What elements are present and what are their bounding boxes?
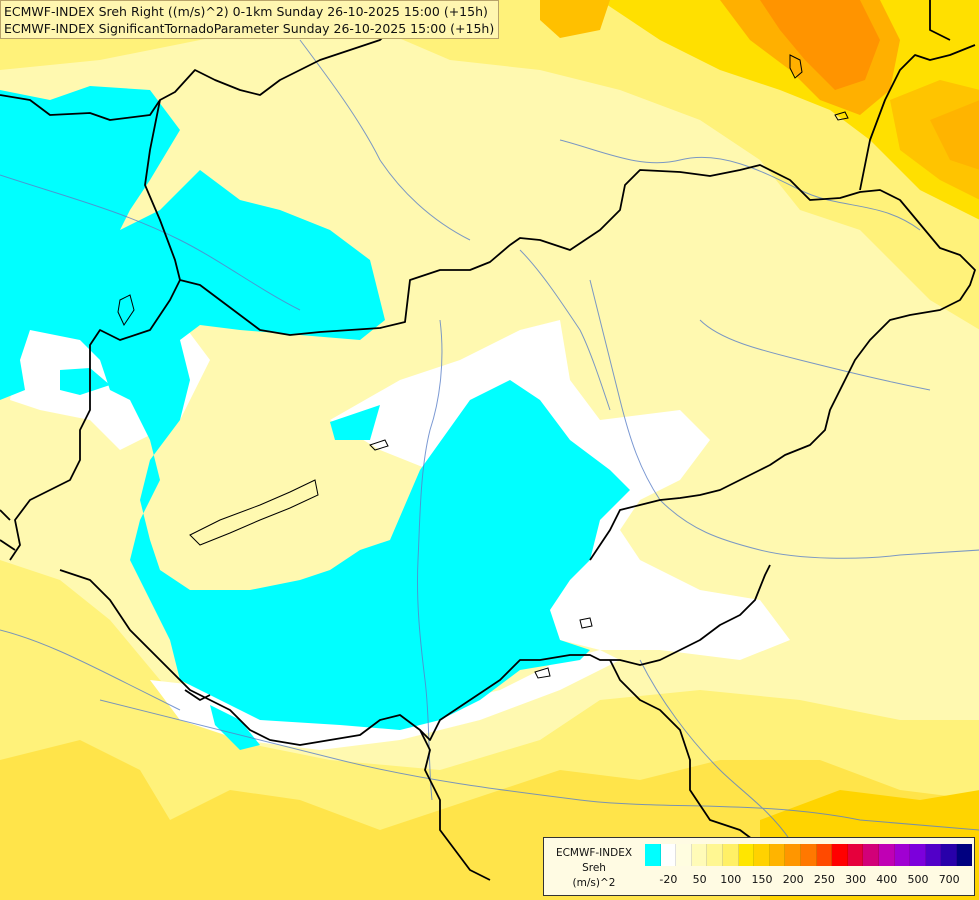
legend-swatches <box>645 844 973 866</box>
legend-tick-label: 50 <box>692 873 707 886</box>
small-lake <box>579 617 593 629</box>
lakes <box>117 54 849 679</box>
legend-swatch <box>800 844 817 866</box>
small-lake <box>834 111 849 121</box>
legend-swatch <box>863 844 879 866</box>
cyan-zones <box>0 86 630 750</box>
legend-tick-label: 100 <box>720 873 742 886</box>
legend-swatch <box>956 844 973 866</box>
legend-swatch <box>894 844 911 866</box>
map-title-box: ECMWF-INDEX Sreh Right ((m/s)^2) 0-1km S… <box>0 0 500 39</box>
legend-title-line-3: (m/s)^2 <box>572 877 616 889</box>
legend-tick-label: 700 <box>938 873 960 886</box>
map-title-line-1: ECMWF-INDEX Sreh Right ((m/s)^2) 0-1km S… <box>4 4 488 19</box>
legend-swatch <box>816 844 833 866</box>
legend-swatch <box>769 844 786 866</box>
small-lake <box>789 54 803 79</box>
legend-tick-label: 250 <box>813 873 835 886</box>
legend-swatch <box>785 844 801 866</box>
legend-swatch <box>925 844 942 866</box>
small-lake <box>369 439 389 451</box>
legend-title-line-1: ECMWF-INDEX <box>555 847 633 859</box>
legend-swatch <box>660 844 677 866</box>
legend-swatch <box>878 844 895 866</box>
legend-swatch <box>691 844 708 866</box>
neusiedler-lake <box>117 294 135 327</box>
legend-swatch <box>832 844 848 866</box>
lake-balaton <box>189 479 319 546</box>
orange-maxima <box>540 0 979 170</box>
small-lake <box>534 667 551 679</box>
legend-tick-label: 400 <box>876 873 898 886</box>
legend-tick-label: 200 <box>782 873 804 886</box>
legend-swatch <box>707 844 723 866</box>
legend-swatch <box>676 844 692 866</box>
legend-swatch <box>941 844 957 866</box>
legend-swatch <box>645 844 661 866</box>
legend-title-line-2: Sreh <box>582 862 606 874</box>
legend-ticks: -20 50 100 150 200 250 300 400 500 700 <box>645 873 975 889</box>
color-legend: ECMWF-INDEX Sreh (m/s)^2 -20 50 100 150 200 2… <box>543 837 975 896</box>
legend-swatch <box>847 844 864 866</box>
legend-tick-label: 150 <box>751 873 773 886</box>
legend-swatch <box>910 844 926 866</box>
legend-swatch <box>738 844 755 866</box>
map-title-line-2: ECMWF-INDEX SignificantTornadoParameter … <box>4 21 495 36</box>
legend-tick-label: 500 <box>907 873 929 886</box>
legend-tick-label: 300 <box>845 873 867 886</box>
legend-tick-label: -20 <box>659 873 678 886</box>
country-borders <box>0 0 976 881</box>
legend-swatch <box>754 844 770 866</box>
legend-title: ECMWF-INDEX Sreh (m/s)^2 <box>548 846 640 891</box>
legend-swatch <box>722 844 739 866</box>
